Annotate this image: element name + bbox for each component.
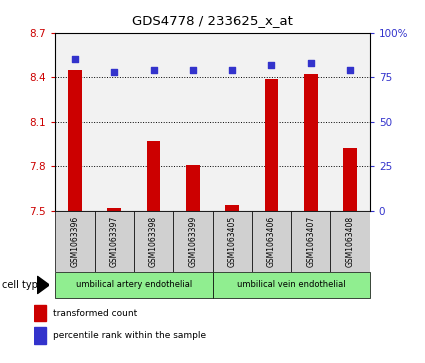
Polygon shape (37, 276, 49, 294)
Bar (34, 327, 46, 344)
Text: umbilical artery endothelial: umbilical artery endothelial (76, 281, 192, 289)
Text: GDS4778 / 233625_x_at: GDS4778 / 233625_x_at (132, 15, 293, 28)
Bar (134, 211, 173, 272)
Bar (186, 164, 200, 211)
Bar (252, 211, 291, 272)
Bar (147, 141, 160, 211)
Text: cell type: cell type (2, 280, 44, 290)
Bar (94, 211, 134, 272)
Text: percentile rank within the sample: percentile rank within the sample (53, 331, 206, 340)
Bar (212, 211, 252, 272)
Text: umbilical vein endothelial: umbilical vein endothelial (237, 281, 346, 289)
Bar (265, 79, 278, 211)
Text: GSM1063397: GSM1063397 (110, 216, 119, 267)
Bar (173, 211, 212, 272)
Bar (343, 148, 357, 211)
Bar (55, 211, 94, 272)
Text: GSM1063406: GSM1063406 (267, 216, 276, 267)
Bar (108, 208, 121, 211)
Bar (291, 211, 331, 272)
Point (268, 62, 275, 68)
Point (71, 56, 78, 62)
Text: GSM1063398: GSM1063398 (149, 216, 158, 267)
Bar (212, 272, 370, 298)
Bar (68, 70, 82, 211)
Text: GSM1063407: GSM1063407 (306, 216, 315, 267)
Bar (34, 305, 46, 321)
Point (347, 67, 354, 73)
Text: GSM1063408: GSM1063408 (346, 216, 354, 267)
Point (307, 60, 314, 66)
Text: transformed count: transformed count (53, 309, 137, 318)
Point (229, 67, 235, 73)
Text: GSM1063399: GSM1063399 (188, 216, 197, 267)
Text: GSM1063396: GSM1063396 (71, 216, 79, 267)
Point (111, 69, 118, 75)
Point (150, 67, 157, 73)
Bar (331, 211, 370, 272)
Bar (304, 74, 317, 211)
Bar (55, 272, 212, 298)
Bar (225, 205, 239, 211)
Point (190, 67, 196, 73)
Text: GSM1063405: GSM1063405 (228, 216, 237, 267)
